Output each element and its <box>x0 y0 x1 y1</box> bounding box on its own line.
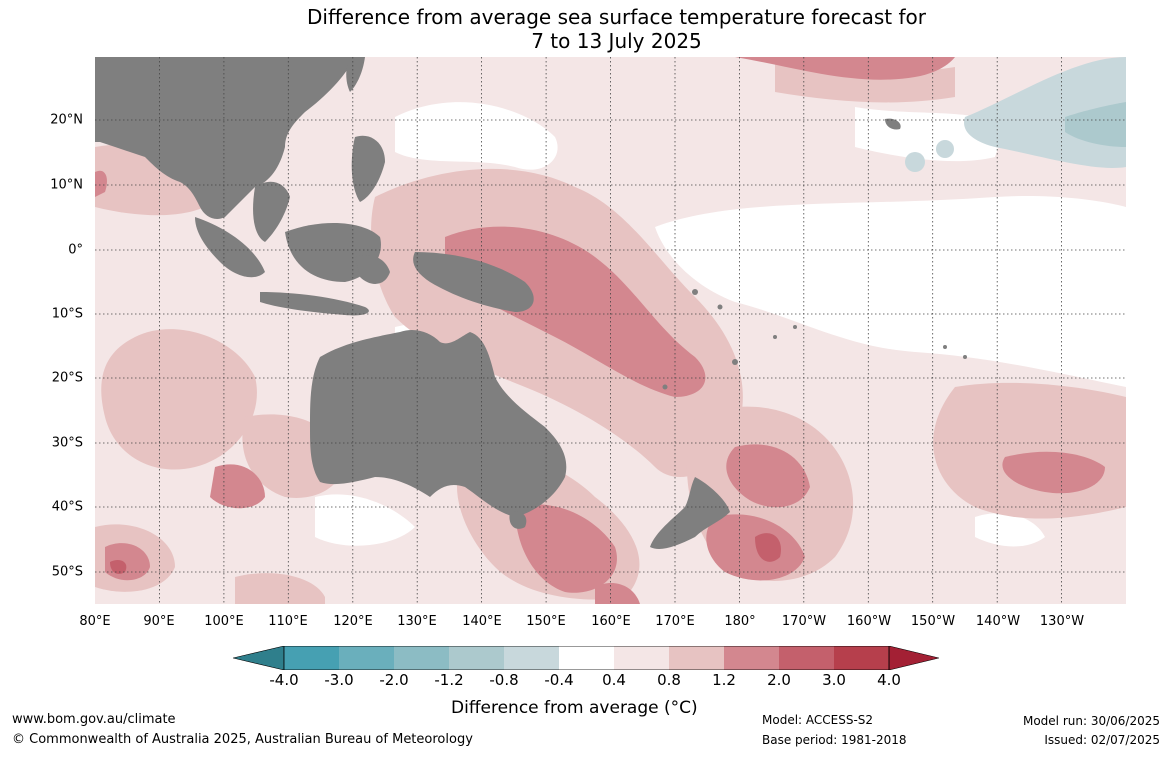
colorbar-segment <box>339 646 394 670</box>
lat-label-20s: 20°S <box>51 370 83 386</box>
title-line-2: 7 to 13 July 2025 <box>531 29 702 53</box>
base-period: Base period: 1981-2018 <box>762 733 907 747</box>
lon-label-120e: 120°E <box>333 614 373 629</box>
colorbar-tick: -2.0 <box>379 671 409 689</box>
lon-label-130e: 130°E <box>397 614 437 629</box>
colorbar-segment <box>559 646 614 670</box>
graticule <box>95 57 1126 604</box>
lat-label-10n: 10°N <box>50 177 83 193</box>
colorbar <box>233 646 939 670</box>
lon-label-140e: 140°E <box>462 614 502 629</box>
lon-label-170e: 170°E <box>655 614 695 629</box>
colorbar-segment <box>504 646 559 670</box>
lon-label-150w: 150°W <box>910 614 956 629</box>
colorbar-outline <box>283 646 890 670</box>
model-run-date: Model run: 30/06/2025 <box>1022 714 1160 728</box>
lat-label-30s: 30°S <box>51 435 83 451</box>
cool-anomaly-regions <box>905 57 1126 172</box>
colorbar-segment <box>449 646 504 670</box>
colorbar-tick: 1.2 <box>712 671 736 689</box>
colorbar-tick: 2.0 <box>767 671 791 689</box>
very-strong-warm-regions <box>110 533 781 574</box>
copyright-text: © Commonwealth of Australia 2025, Austra… <box>12 732 473 747</box>
lat-label-40s: 40°S <box>51 499 83 515</box>
lat-label-50s: 50°S <box>51 564 83 580</box>
lon-label-150e: 150°E <box>526 614 566 629</box>
colorbar-tick: -1.2 <box>434 671 464 689</box>
map-canvas <box>95 57 1126 604</box>
lon-label-180: 180° <box>724 614 756 629</box>
colorbar-segment <box>284 646 339 670</box>
lat-label-10s: 10°S <box>51 306 83 322</box>
colorbar-segment <box>614 646 669 670</box>
title-line-1: Difference from average sea surface temp… <box>306 5 926 29</box>
colorbar-segment <box>394 646 449 670</box>
lon-label-130w: 130°W <box>1039 614 1085 629</box>
model-name: Model: ACCESS-S2 <box>762 713 874 727</box>
lat-label-20n: 20°N <box>50 112 83 128</box>
lon-label-170w: 170°W <box>781 614 827 629</box>
colorbar-segment <box>724 646 779 670</box>
lon-label-110e: 110°E <box>268 614 308 629</box>
colorbar-under-triangle <box>233 646 285 670</box>
map-title: Difference from average sea surface temp… <box>0 5 1173 53</box>
lon-label-140w: 140°W <box>975 614 1021 629</box>
colorbar-label: Difference from average (°C) <box>451 698 698 718</box>
colorbar-segment <box>779 646 834 670</box>
colorbar-tick: -3.0 <box>324 671 354 689</box>
strong-warm-regions <box>95 57 1105 604</box>
lon-label-80e: 80°E <box>79 614 111 629</box>
colorbar-tick: 4.0 <box>877 671 901 689</box>
land-masses <box>95 57 967 549</box>
colorbar-tick: 0.8 <box>657 671 681 689</box>
colorbar-tick: -0.4 <box>544 671 574 689</box>
issued-date: Issued: 02/07/2025 <box>1044 733 1160 747</box>
lon-label-160w: 160°W <box>846 614 892 629</box>
lon-label-160e: 160°E <box>591 614 631 629</box>
colorbar-tick: -0.8 <box>489 671 519 689</box>
lon-label-100e: 100°E <box>204 614 244 629</box>
lon-label-90e: 90°E <box>143 614 175 629</box>
colorbar-segment <box>669 646 724 670</box>
sst-anomaly-map <box>95 57 1126 604</box>
colorbar-segment <box>834 646 889 670</box>
colorbar-over-triangle <box>888 646 939 670</box>
lat-label-0: 0° <box>68 242 83 258</box>
colorbar-tick: 0.4 <box>602 671 626 689</box>
colorbar-tick: 3.0 <box>822 671 846 689</box>
colorbar-tick: -4.0 <box>269 671 299 689</box>
website-link[interactable]: www.bom.gov.au/climate <box>12 712 176 727</box>
